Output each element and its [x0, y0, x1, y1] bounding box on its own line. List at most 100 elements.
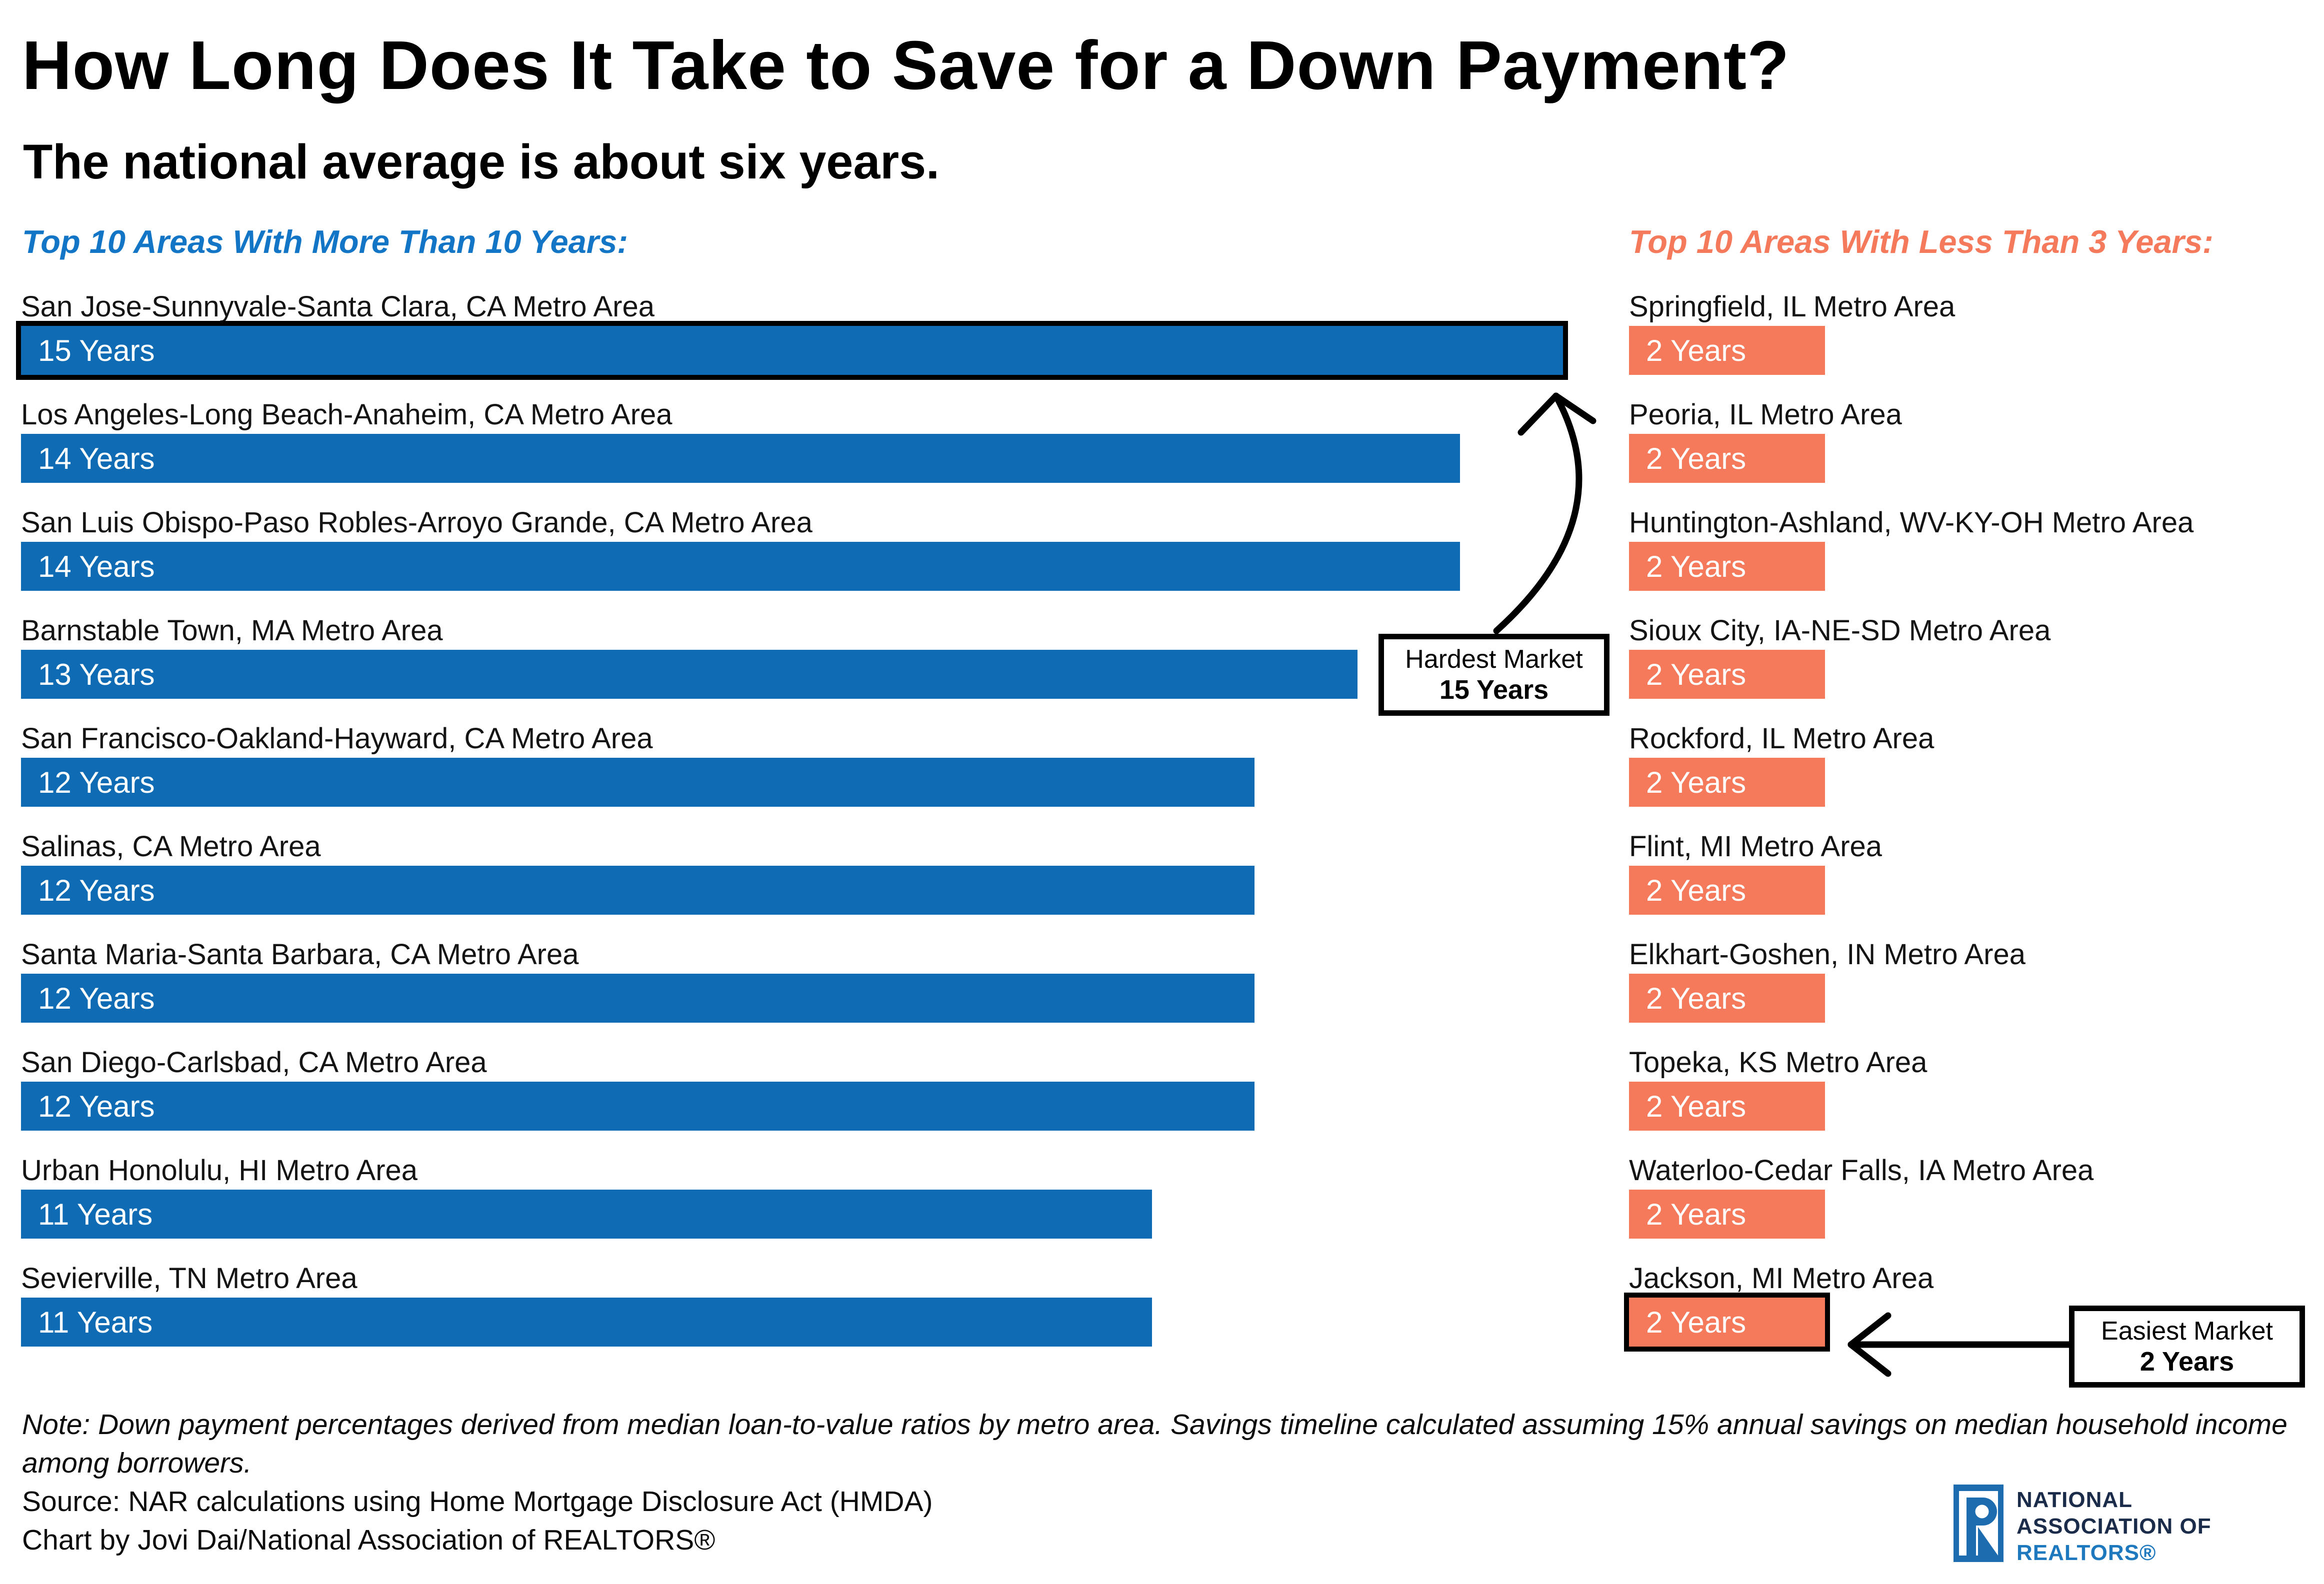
section-header-more-than-10-years: Top 10 Areas With More Than 10 Years:: [22, 223, 628, 260]
bar-value-label: 2 Years: [1646, 765, 1746, 799]
bar-value-label: 13 Years: [38, 657, 155, 691]
bar-value-label: 2 Years: [1646, 1197, 1746, 1231]
metro-label: Jackson, MI Metro Area: [1629, 1262, 1934, 1295]
bar-row: Waterloo-Cedar Falls, IA Metro Area 2 Ye…: [1629, 1155, 2324, 1263]
bar-value-label: 11 Years: [38, 1197, 153, 1231]
bar-row: San Diego-Carlsbad, CA Metro Area 12 Yea…: [21, 1047, 1601, 1155]
bar-row: Urban Honolulu, HI Metro Area 11 Years: [21, 1155, 1601, 1263]
metro-label: Flint, MI Metro Area: [1629, 830, 1882, 863]
bar-row: Peoria, IL Metro Area 2 Years: [1629, 399, 2324, 507]
value-bar: 11 Years: [21, 1190, 1152, 1239]
hardest-market-callout: Hardest Market 15 Years: [1378, 634, 1610, 716]
bar-row: San Jose-Sunnyvale-Santa Clara, CA Metro…: [16, 290, 1601, 399]
callout-label: Hardest Market: [1405, 645, 1583, 674]
bar-row: Jackson, MI Metro Area 2 Years: [1624, 1262, 2324, 1371]
bar-row: Sevierville, TN Metro Area 11 Years: [21, 1263, 1601, 1371]
metro-label: Topeka, KS Metro Area: [1629, 1046, 1928, 1079]
bar-value-label: 11 Years: [38, 1305, 153, 1339]
bar-row: Topeka, KS Metro Area 2 Years: [1629, 1047, 2324, 1155]
bar-row: Sioux City, IA-NE-SD Metro Area 2 Years: [1629, 615, 2324, 723]
value-bar: 2 Years: [1624, 1293, 1830, 1352]
bar-row: Flint, MI Metro Area 2 Years: [1629, 831, 2324, 939]
bar-value-label: 2 Years: [1646, 1305, 1746, 1339]
value-bar: 2 Years: [1629, 758, 1825, 807]
bar-row: Springfield, IL Metro Area 2 Years: [1629, 291, 2324, 399]
metro-label: Urban Honolulu, HI Metro Area: [21, 1154, 418, 1187]
metro-label: San Francisco-Oakland-Hayward, CA Metro …: [21, 722, 653, 755]
logo-line-realtors: REALTORS®: [2016, 1541, 2156, 1565]
section-header-less-than-3-years: Top 10 Areas With Less Than 3 Years:: [1629, 223, 2214, 260]
bar-row: Rockford, IL Metro Area 2 Years: [1629, 723, 2324, 831]
bar-row: Elkhart-Goshen, IN Metro Area 2 Years: [1629, 939, 2324, 1047]
logo-line-national: NATIONAL: [2016, 1488, 2133, 1512]
bar-row: San Luis Obispo-Paso Robles-Arroyo Grand…: [21, 507, 1601, 615]
metro-label: Sevierville, TN Metro Area: [21, 1262, 358, 1295]
value-bar: 12 Years: [21, 974, 1254, 1023]
value-bar: 2 Years: [1629, 1190, 1825, 1239]
metro-label: Salinas, CA Metro Area: [21, 830, 321, 863]
bar-row: Salinas, CA Metro Area 12 Years: [21, 831, 1601, 939]
easiest-market-callout: Easiest Market 2 Years: [2069, 1306, 2305, 1388]
bar-value-label: 14 Years: [38, 549, 155, 583]
metro-label: Springfield, IL Metro Area: [1629, 290, 1956, 323]
bar-value-label: 12 Years: [38, 765, 155, 799]
bar-value-label: 12 Years: [38, 873, 155, 907]
bar-row: Huntington-Ashland, WV-KY-OH Metro Area …: [1629, 507, 2324, 615]
value-bar: 12 Years: [21, 758, 1254, 807]
metro-label: Waterloo-Cedar Falls, IA Metro Area: [1629, 1154, 2094, 1187]
bar-value-label: 2 Years: [1646, 873, 1746, 907]
metro-label: Los Angeles-Long Beach-Anaheim, CA Metro…: [21, 398, 672, 431]
bar-value-label: 15 Years: [38, 333, 155, 367]
metro-label: Huntington-Ashland, WV-KY-OH Metro Area: [1629, 506, 2194, 539]
bar-value-label: 14 Years: [38, 441, 155, 475]
bar-value-label: 12 Years: [38, 1089, 155, 1123]
value-bar: 2 Years: [1629, 542, 1825, 591]
value-bar: 14 Years: [21, 542, 1460, 591]
bar-row: Santa Maria-Santa Barbara, CA Metro Area…: [21, 939, 1601, 1047]
nar-logo-text: NATIONAL ASSOCIATION OF REALTORS®: [2016, 1485, 2212, 1566]
value-bar: 12 Years: [21, 866, 1254, 915]
metro-label: Sioux City, IA-NE-SD Metro Area: [1629, 614, 2051, 647]
note-text: Note: Down payment percentages derived f…: [22, 1409, 2288, 1479]
metro-label: San Diego-Carlsbad, CA Metro Area: [21, 1046, 487, 1079]
bar-value-label: 12 Years: [38, 981, 155, 1015]
callout-value: 2 Years: [2140, 1347, 2234, 1377]
value-bar: 14 Years: [21, 434, 1460, 483]
chart-subtitle: The national average is about six years.: [23, 134, 940, 189]
metro-label: Santa Maria-Santa Barbara, CA Metro Area: [21, 938, 579, 971]
footnotes: Note: Down payment percentages derived f…: [22, 1406, 2292, 1560]
bar-row: Barnstable Town, MA Metro Area 13 Years: [21, 615, 1601, 723]
bar-row: Los Angeles-Long Beach-Anaheim, CA Metro…: [21, 399, 1601, 507]
value-bar: 2 Years: [1629, 974, 1825, 1023]
value-bar: 12 Years: [21, 1082, 1254, 1131]
metro-label: Peoria, IL Metro Area: [1629, 398, 1902, 431]
nar-logo-mark-icon: [1954, 1485, 2004, 1565]
credit-text: Chart by Jovi Dai/National Association o…: [22, 1524, 716, 1556]
bar-value-label: 2 Years: [1646, 657, 1746, 691]
value-bar: 15 Years: [16, 321, 1568, 380]
bar-row: San Francisco-Oakland-Hayward, CA Metro …: [21, 723, 1601, 831]
value-bar: 2 Years: [1629, 326, 1825, 375]
bar-value-label: 2 Years: [1646, 549, 1746, 583]
bar-value-label: 2 Years: [1646, 981, 1746, 1015]
metro-label: San Luis Obispo-Paso Robles-Arroyo Grand…: [21, 506, 812, 539]
value-bar: 13 Years: [21, 650, 1358, 699]
bar-value-label: 2 Years: [1646, 441, 1746, 475]
nar-logo: NATIONAL ASSOCIATION OF REALTORS®: [1954, 1485, 2212, 1566]
bar-value-label: 2 Years: [1646, 333, 1746, 367]
value-bar: 11 Years: [21, 1298, 1152, 1347]
metro-label: Rockford, IL Metro Area: [1629, 722, 1934, 755]
metro-label: San Jose-Sunnyvale-Santa Clara, CA Metro…: [21, 290, 654, 323]
value-bar: 2 Years: [1629, 650, 1825, 699]
logo-line-association: ASSOCIATION OF: [2016, 1514, 2212, 1539]
source-text: Source: NAR calculations using Home Mort…: [22, 1486, 933, 1518]
callout-value: 15 Years: [1439, 675, 1549, 705]
value-bar: 2 Years: [1629, 866, 1825, 915]
metro-label: Elkhart-Goshen, IN Metro Area: [1629, 938, 2026, 971]
value-bar: 2 Years: [1629, 1082, 1825, 1131]
metro-label: Barnstable Town, MA Metro Area: [21, 614, 443, 647]
bar-column-more-than-10-years: San Jose-Sunnyvale-Santa Clara, CA Metro…: [16, 290, 1601, 1371]
chart-title: How Long Does It Take to Save for a Down…: [22, 27, 1790, 104]
value-bar: 2 Years: [1629, 434, 1825, 483]
